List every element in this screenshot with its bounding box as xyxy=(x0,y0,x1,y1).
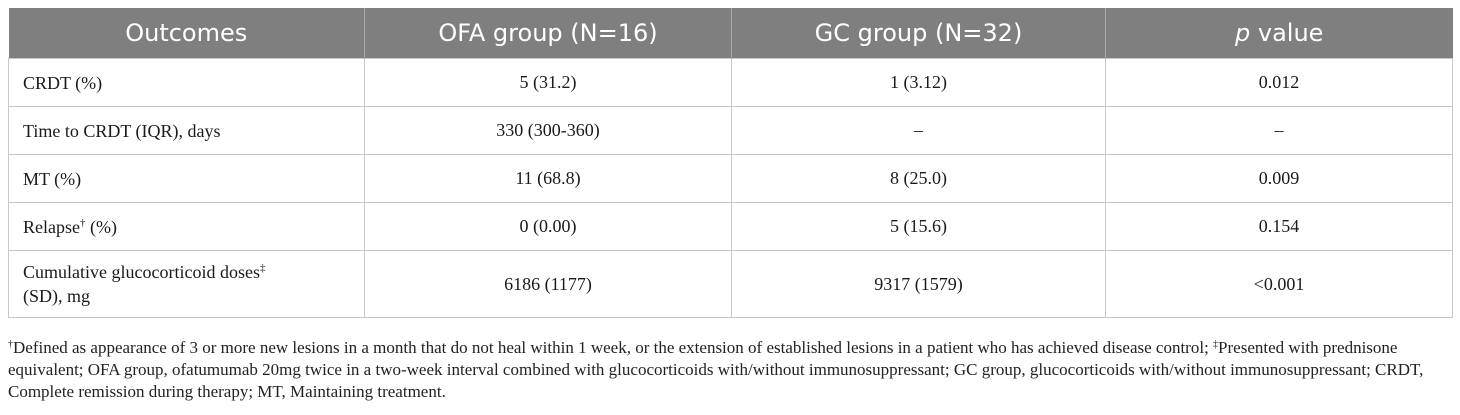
row-label: Relapse† (%) xyxy=(8,202,365,251)
p-rest: value xyxy=(1250,19,1324,47)
header-outcomes: Outcomes xyxy=(8,8,365,59)
row-label: Cumulative glucocorticoid doses‡ (SD), mg xyxy=(8,250,365,318)
header-row: Outcomes OFA group (N=16) GC group (N=32… xyxy=(8,8,1453,59)
table-container: Outcomes OFA group (N=16) GC group (N=32… xyxy=(8,8,1453,318)
p-value: <0.001 xyxy=(1105,250,1453,318)
footnote-text-2: Presented with prednisone equivalent; OF… xyxy=(8,338,1424,401)
gc-value: – xyxy=(731,106,1106,155)
table-row: CRDT (%) 5 (31.2) 1 (3.12) 0.012 xyxy=(8,58,1453,107)
footnote-double-dagger: ‡ xyxy=(1213,339,1219,350)
dagger-sup: † xyxy=(79,216,86,229)
table-footnote: †Defined as appearance of 3 or more new … xyxy=(8,337,1452,403)
gc-value: 1 (3.12) xyxy=(731,58,1106,107)
label-line1: Cumulative glucocorticoid doses xyxy=(23,262,260,282)
table-row: Time to CRDT (IQR), days 330 (300-360) –… xyxy=(8,106,1453,155)
ofa-value: 5 (31.2) xyxy=(364,58,732,107)
header-gc-group: GC group (N=32) xyxy=(731,8,1106,59)
table-row: Cumulative glucocorticoid doses‡ (SD), mg… xyxy=(8,250,1453,318)
gc-value: 8 (25.0) xyxy=(731,154,1106,203)
ofa-value: 0 (0.00) xyxy=(364,202,732,251)
header-p-value: p value xyxy=(1105,8,1453,59)
header-ofa-group: OFA group (N=16) xyxy=(364,8,732,59)
ofa-value: 6186 (1177) xyxy=(364,250,732,318)
label-unit: (%) xyxy=(85,216,117,237)
label-text: Relapse xyxy=(23,216,80,237)
p-italic: p xyxy=(1235,19,1251,47)
row-label: Time to CRDT (IQR), days xyxy=(8,106,365,155)
table-row: Relapse† (%) 0 (0.00) 5 (15.6) 0.154 xyxy=(8,202,1453,251)
ofa-value: 11 (68.8) xyxy=(364,154,732,203)
ofa-value: 330 (300-360) xyxy=(364,106,732,155)
table-row: MT (%) 11 (68.8) 8 (25.0) 0.009 xyxy=(8,154,1453,203)
outcomes-table: Outcomes OFA group (N=16) GC group (N=32… xyxy=(8,8,1453,318)
p-value: 0.009 xyxy=(1105,154,1453,203)
label-line2: (SD), mg xyxy=(23,286,90,306)
p-value: 0.154 xyxy=(1105,202,1453,251)
gc-value: 5 (15.6) xyxy=(731,202,1106,251)
footnote-dagger: † xyxy=(8,339,13,350)
p-value: – xyxy=(1105,106,1453,155)
p-value: 0.012 xyxy=(1105,58,1453,107)
footnote-text-1: Defined as appearance of 3 or more new l… xyxy=(13,338,1214,357)
row-label: MT (%) xyxy=(8,154,365,203)
row-label: CRDT (%) xyxy=(8,58,365,107)
double-dagger-sup: ‡ xyxy=(259,262,266,274)
gc-value: 9317 (1579) xyxy=(731,250,1106,318)
